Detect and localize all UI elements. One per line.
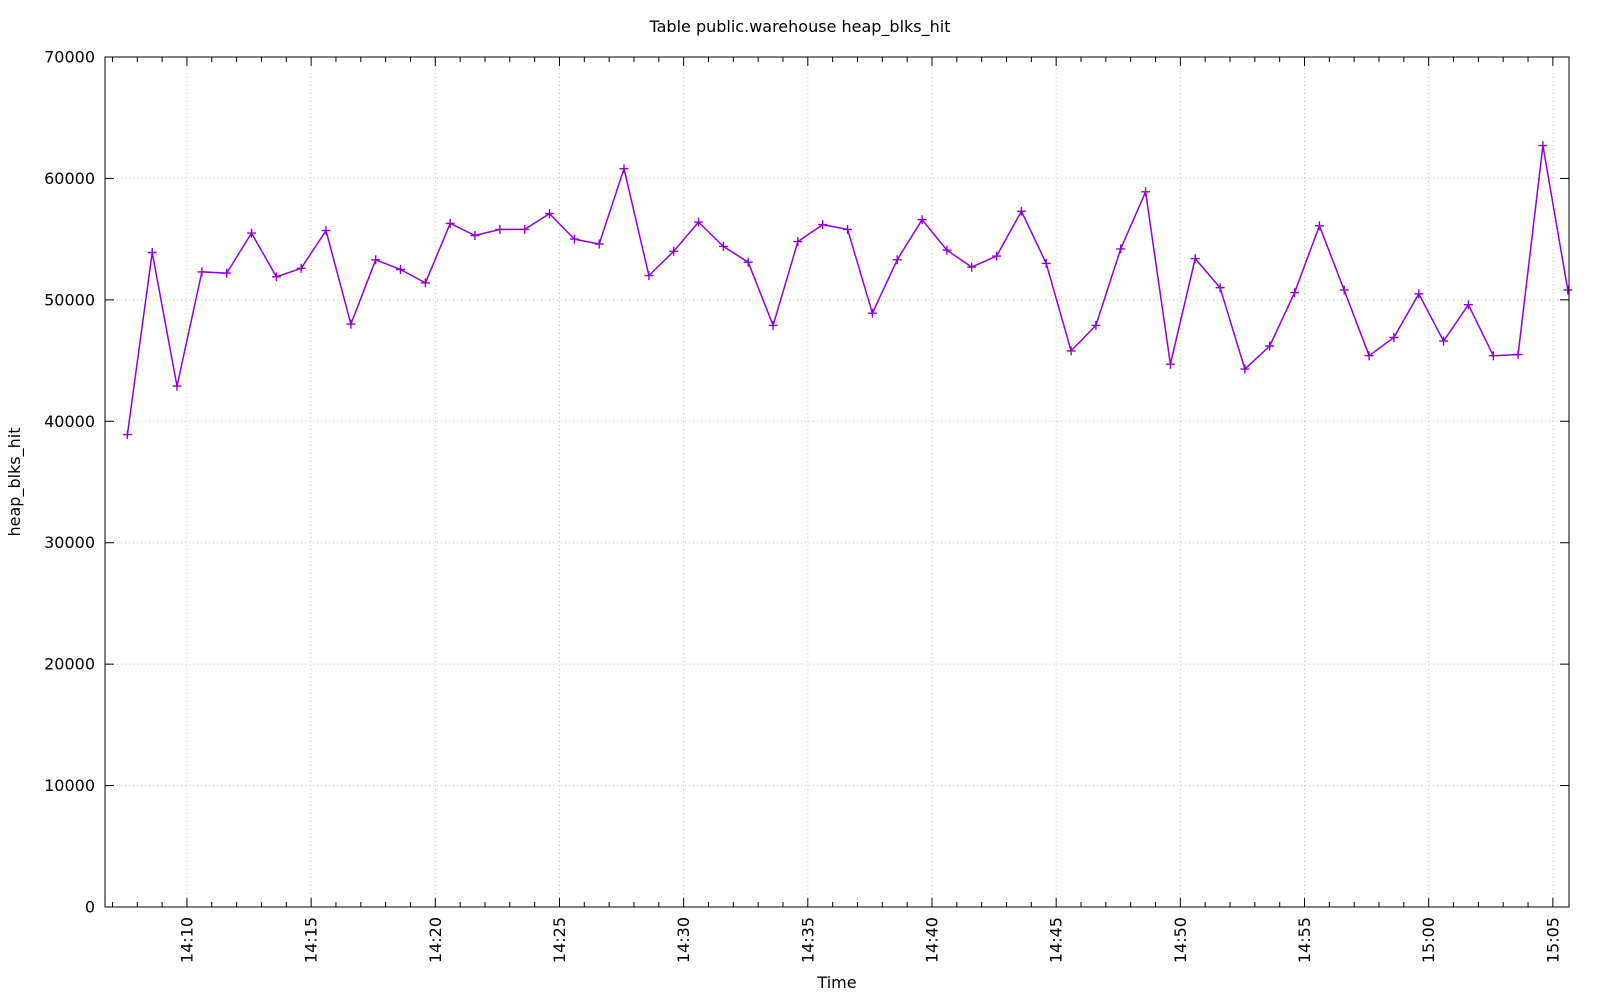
data-series	[122, 141, 1573, 440]
y-tick-label: 50000	[44, 290, 95, 309]
x-tick-label: 14:45	[1047, 917, 1066, 963]
plot-border	[104, 56, 1570, 908]
axis-tick-labels: 14:10 14:15 14:20 14:25 14:30 14:35 14:40 14:45…	[44, 48, 1562, 964]
y-axis-label: heap_blks_hit	[5, 427, 25, 536]
x-tick-label: 14:35	[798, 917, 817, 963]
x-tick-label: 15:00	[1419, 917, 1438, 963]
x-tick-label: 14:30	[674, 917, 693, 963]
x-tick-label: 14:25	[550, 917, 569, 963]
y-tick-label: 40000	[44, 412, 95, 431]
series-point-markers	[122, 141, 1573, 440]
y-tick-label: 10000	[44, 776, 95, 795]
x-axis-label: Time	[816, 973, 856, 992]
gridlines	[105, 57, 1569, 907]
y-tick-label: 20000	[44, 655, 95, 674]
y-tick-label: 70000	[44, 48, 95, 67]
x-tick-label: 14:50	[1171, 917, 1190, 963]
x-tick-label: 14:55	[1295, 917, 1314, 963]
x-tick-label: 15:05	[1543, 917, 1562, 963]
y-tick-label: 30000	[44, 533, 95, 552]
chart-title: Table public.warehouse heap_blks_hit	[649, 17, 951, 37]
x-tick-label: 14:10	[177, 917, 196, 963]
y-tick-label: 0	[85, 898, 95, 917]
x-tick-label: 14:40	[922, 917, 941, 963]
x-tick-label: 14:15	[302, 917, 321, 963]
axis-ticks	[105, 56, 1569, 908]
series-line	[126, 144, 1569, 435]
x-tick-label: 14:20	[426, 917, 445, 963]
y-tick-label: 60000	[44, 169, 95, 188]
